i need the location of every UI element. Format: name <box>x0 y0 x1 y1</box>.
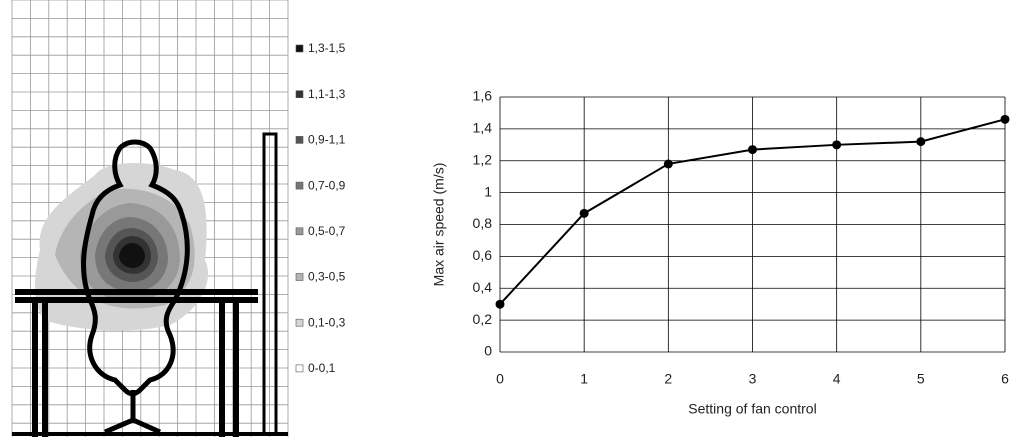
line-chart: 0 0,2 0,4 0,6 0,8 1 1,2 1,4 1,6 0 1 2 3 4 5 6 Setting of… <box>431 88 1010 417</box>
legend: 1,3-1,5 1,1-1,3 0,9-1,1 0,7-0,9 0,5-0,7 0,3-0… <box>296 41 346 375</box>
contour-panel: 1,3-1,5 1,1-1,3 0,9-1,1 0,7-0,9 0,5-0,7 0,3-0… <box>12 0 346 437</box>
data-point <box>748 145 757 154</box>
data-point <box>580 209 589 218</box>
legend-swatch <box>296 274 303 281</box>
legend-label: 0,3-0,5 <box>308 270 346 284</box>
legend-label: 1,1-1,3 <box>308 87 346 101</box>
y-tick-label: 1,4 <box>473 120 493 136</box>
legend-label: 0,1-0,3 <box>308 315 346 329</box>
y-tick-label: 0 <box>484 343 492 359</box>
data-point <box>916 137 925 146</box>
data-point <box>664 159 673 168</box>
y-tick-label: 1 <box>484 183 492 199</box>
x-tick-label: 5 <box>917 371 925 387</box>
x-tick-label: 2 <box>664 371 672 387</box>
legend-swatch <box>296 319 303 326</box>
legend-swatch <box>296 136 303 143</box>
x-tick-label: 1 <box>580 371 588 387</box>
figure: 1,3-1,5 1,1-1,3 0,9-1,1 0,7-0,9 0,5-0,7 0,3-0… <box>0 0 1011 437</box>
x-tick-label: 0 <box>496 371 504 387</box>
legend-swatch <box>296 91 303 98</box>
legend-swatch <box>296 228 303 235</box>
legend-swatch <box>296 45 303 52</box>
y-tick-label: 0,6 <box>473 247 493 263</box>
legend-swatch <box>296 182 303 189</box>
legend-swatch <box>296 365 303 372</box>
data-point <box>1001 115 1010 124</box>
chair <box>105 390 160 432</box>
legend-label: 0,9-1,1 <box>308 133 346 147</box>
legend-label: 0,7-0,9 <box>308 178 346 192</box>
y-tick-label: 0,2 <box>473 311 493 327</box>
legend-label: 0,5-0,7 <box>308 224 346 238</box>
legend-label: 0-0,1 <box>308 361 336 375</box>
page: 1,3-1,5 1,1-1,3 0,9-1,1 0,7-0,9 0,5-0,7 0,3-0… <box>0 0 1011 437</box>
y-tick-label: 1,6 <box>473 88 493 104</box>
y-tick-label: 1,2 <box>473 151 493 167</box>
x-axis-label: Setting of fan control <box>688 401 816 417</box>
y-tick-label: 0,4 <box>473 279 493 295</box>
data-point <box>496 300 505 309</box>
data-point <box>832 140 841 149</box>
legend-label: 1,3-1,5 <box>308 41 346 55</box>
x-tick-label: 6 <box>1001 371 1009 387</box>
y-axis-label: Max air speed (m/s) <box>431 163 447 287</box>
y-tick-label: 0,8 <box>473 215 493 231</box>
x-tick-label: 3 <box>749 371 757 387</box>
x-tick-label: 4 <box>833 371 841 387</box>
